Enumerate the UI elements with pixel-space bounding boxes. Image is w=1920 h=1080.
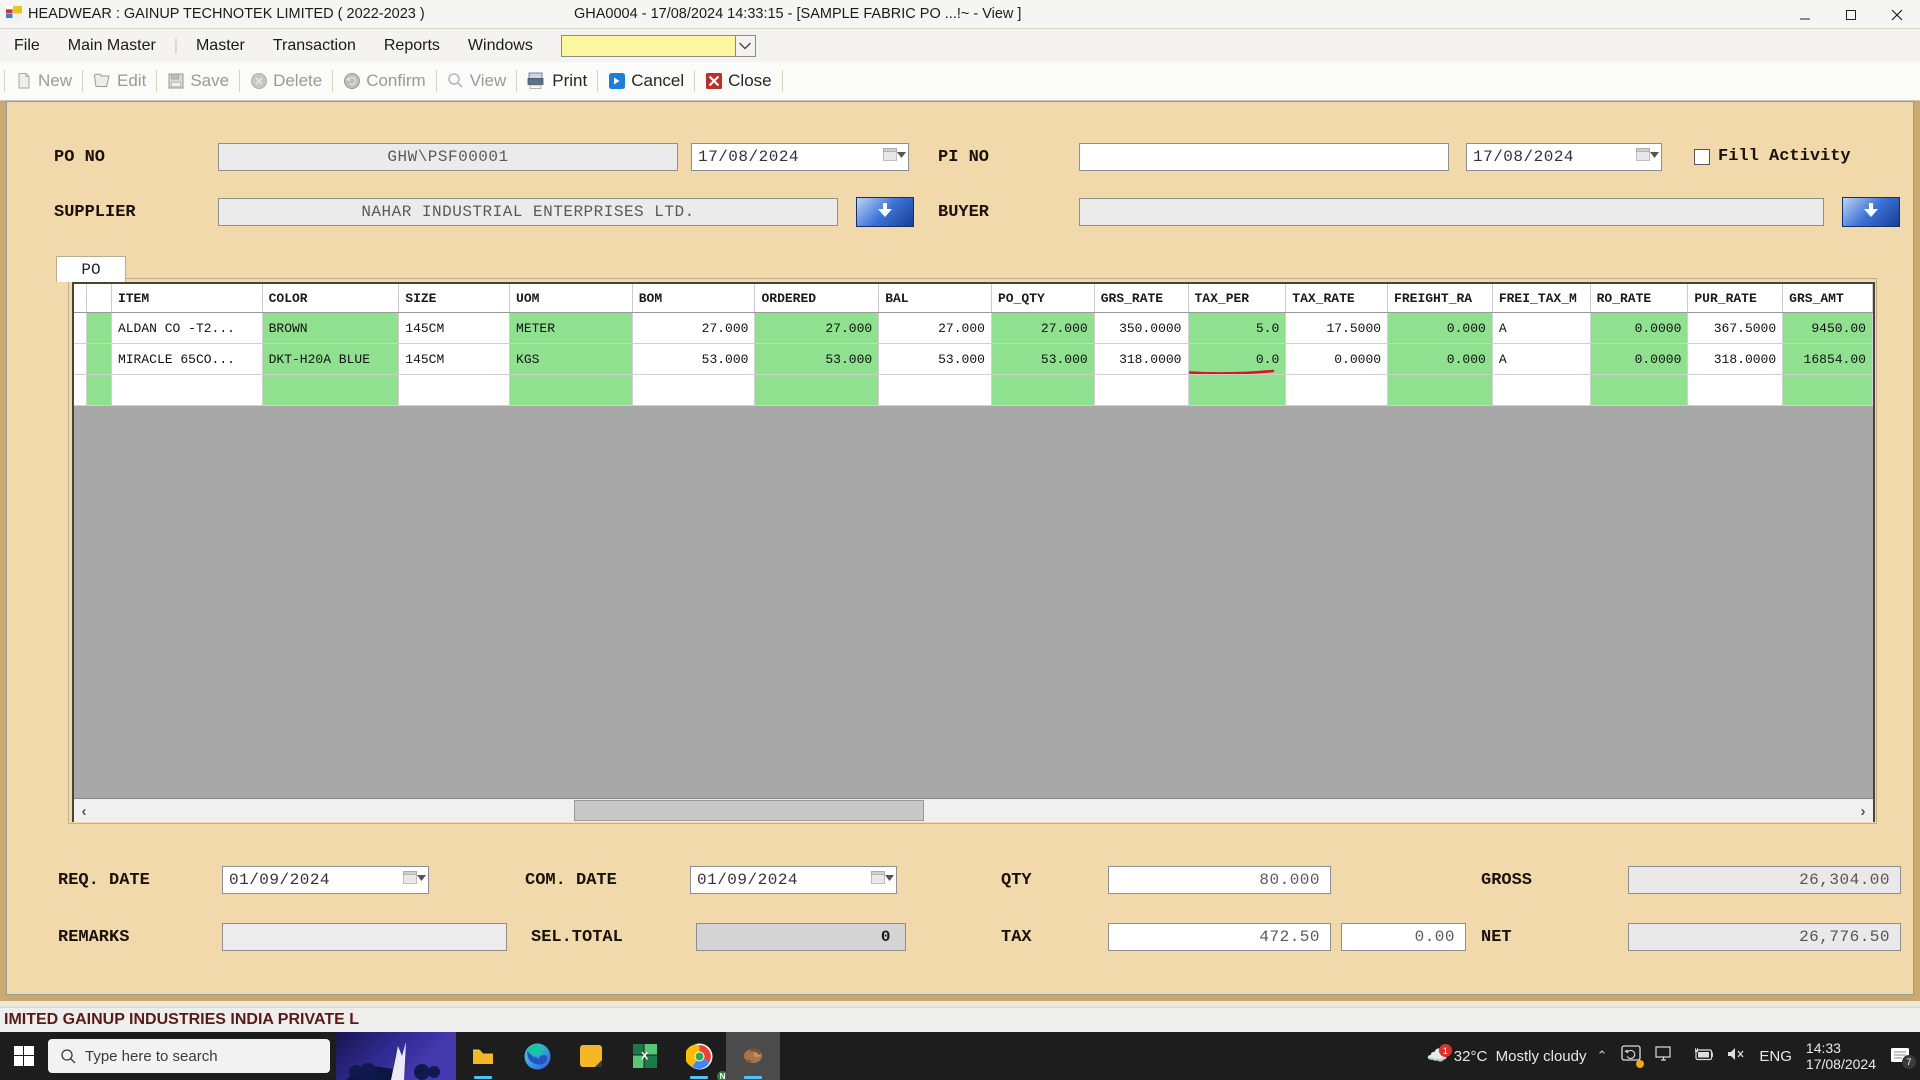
svg-text:X: X: [641, 1051, 649, 1063]
